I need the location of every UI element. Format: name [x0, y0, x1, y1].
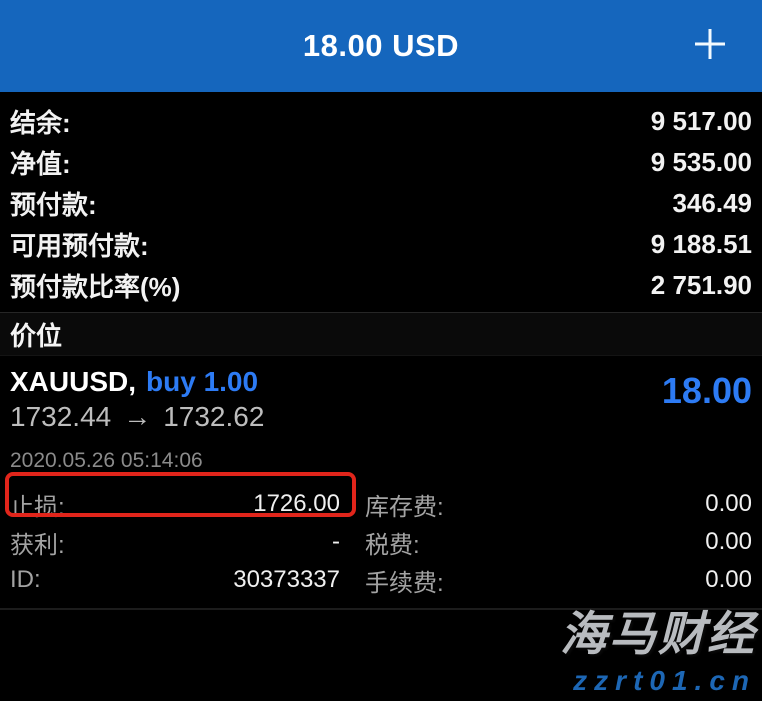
take-profit-group: 获利: - — [10, 525, 340, 560]
free-margin-label: 可用预付款: — [10, 231, 149, 261]
take-profit-value: - — [332, 528, 340, 555]
swap-value: 0.00 — [705, 490, 752, 517]
margin-value: 346.49 — [672, 188, 752, 218]
positions-section-header: 价位 — [0, 312, 762, 356]
equity-value: 9 535.00 — [650, 147, 752, 177]
arrow-right-icon: → — [123, 401, 152, 432]
positions-section-title: 价位 — [10, 320, 63, 351]
position-title-line: XAUUSD, buy 1.00 — [10, 365, 752, 399]
detail-row-take-profit: 获利: - 税费: 0.00 — [10, 523, 752, 561]
detail-row-id: ID: 30373337 手续费: 0.00 — [10, 561, 752, 599]
position-price-line: 1732.44 → 1732.62 — [10, 399, 752, 435]
swap-group: 库存费: 0.00 — [365, 487, 752, 522]
detail-row-stop-loss: 止损: 1726.00 库存费: 0.00 — [10, 485, 752, 523]
position-timestamp: 2020.05.26 05:14:06 — [10, 449, 203, 472]
balance-row: 结余: 9 517.00 — [10, 101, 752, 142]
commission-group: 手续费: 0.00 — [365, 563, 752, 598]
watermark: 海马财经 zzrt01.cn — [560, 606, 756, 698]
equity-row: 净值: 9 535.00 — [10, 142, 752, 183]
margin-row: 预付款: 346.49 — [10, 183, 752, 224]
current-price: 1732.62 — [163, 401, 265, 432]
stop-loss-value: 1726.00 — [253, 490, 340, 517]
equity-label: 净值: — [10, 149, 71, 179]
taxes-group: 税费: 0.00 — [365, 525, 752, 560]
account-summary: 结余: 9 517.00 净值: 9 535.00 预付款: 346.49 可用… — [0, 92, 762, 306]
commission-label: 手续费: — [365, 569, 444, 597]
swap-label: 库存费: — [365, 493, 444, 521]
take-profit-label: 获利: — [10, 531, 65, 559]
section-divider — [0, 608, 762, 610]
stop-loss-label: 止损: — [10, 493, 65, 521]
margin-level-value: 2 751.90 — [650, 270, 752, 300]
free-margin-row: 可用预付款: 9 188.51 — [10, 224, 752, 265]
balance-value: 9 517.00 — [650, 106, 752, 136]
position-cell[interactable]: XAUUSD, buy 1.00 1732.44 → 1732.62 2020.… — [0, 365, 762, 599]
commission-value: 0.00 — [705, 566, 752, 593]
margin-level-row: 预付款比率(%) 2 751.90 — [10, 265, 752, 306]
margin-label: 预付款: — [10, 190, 97, 220]
order-id-value: 30373337 — [233, 566, 340, 593]
free-margin-value: 9 188.51 — [650, 229, 752, 259]
open-price: 1732.44 — [10, 401, 112, 432]
margin-level-label: 预付款比率(%) — [10, 272, 181, 302]
add-order-button[interactable] — [690, 26, 730, 66]
order-id-label: ID: — [10, 566, 41, 593]
account-profit-title: 18.00 USD — [302, 28, 460, 63]
stop-loss-group: 止损: 1726.00 — [10, 487, 340, 522]
position-side-volume: buy 1.00 — [146, 366, 259, 397]
position-details: 止损: 1726.00 库存费: 0.00 获利: - 税费: 0.00 — [10, 485, 752, 599]
order-id-group: ID: 30373337 — [10, 566, 340, 594]
position-profit-value: 18.00 — [661, 370, 752, 411]
taxes-label: 税费: — [365, 531, 420, 559]
watermark-brand: 海马财经 — [560, 607, 756, 660]
plus-icon — [692, 26, 728, 67]
balance-label: 结余: — [10, 108, 71, 138]
position-symbol: XAUUSD, — [10, 366, 137, 397]
top-bar: 18.00 USD — [0, 0, 762, 92]
taxes-value: 0.00 — [705, 528, 752, 555]
watermark-url: zzrt01.cn — [573, 665, 756, 696]
